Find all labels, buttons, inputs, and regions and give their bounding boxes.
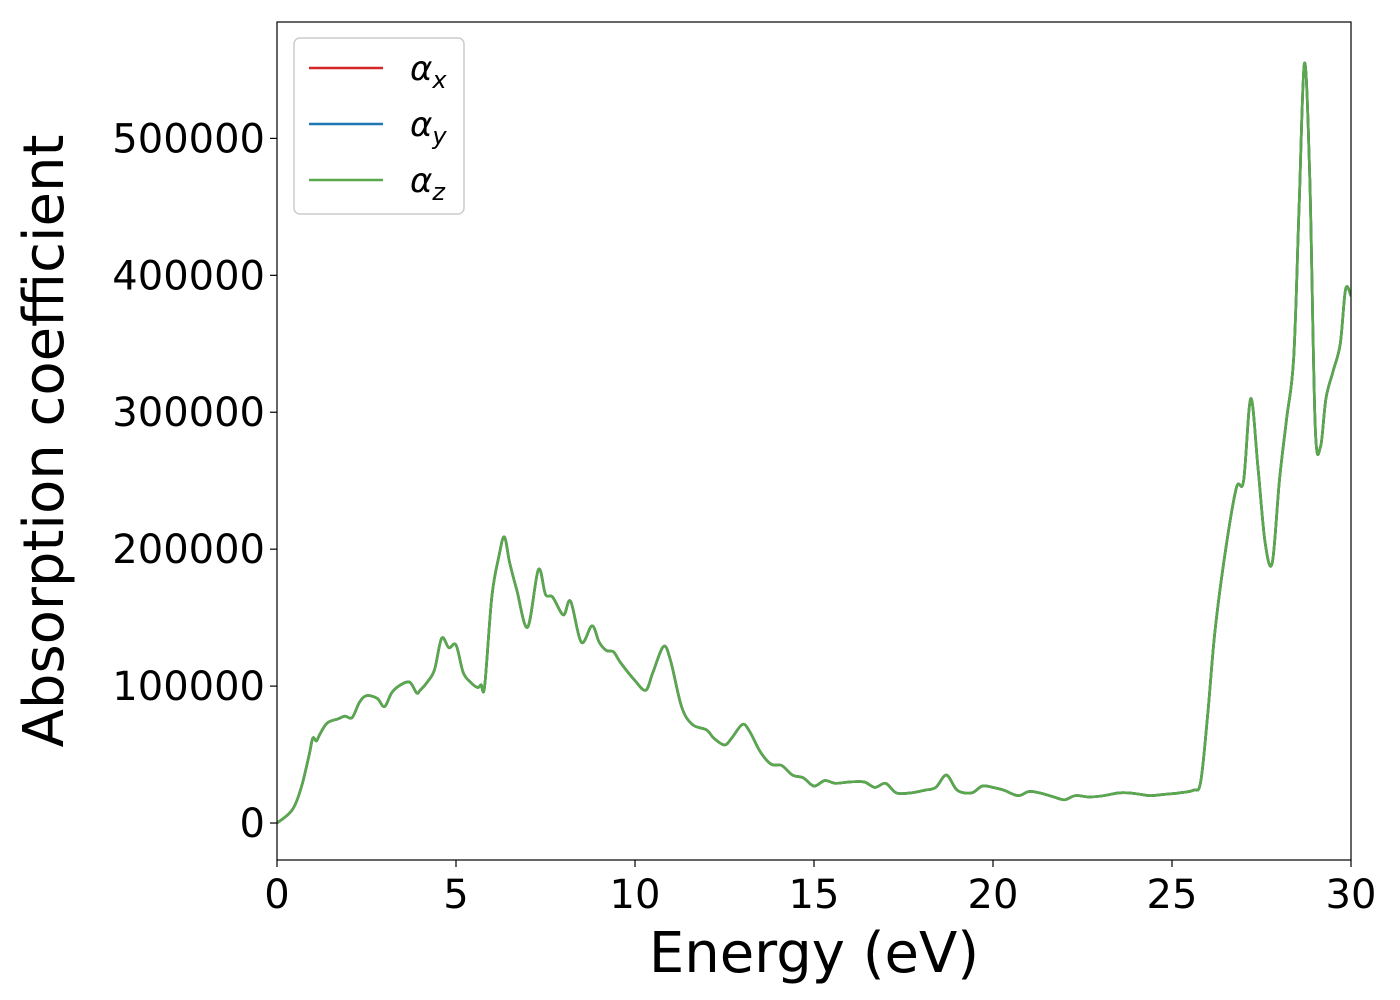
y-tick-label: 400000	[112, 253, 265, 299]
x-tick-label: 20	[968, 872, 1019, 918]
y-axis-label: Absorption coefficient	[12, 135, 77, 748]
legend-box	[293, 37, 465, 215]
legend-label-z: αz	[410, 161, 446, 206]
legend-label-x: αx	[410, 49, 447, 94]
series-layer	[277, 61, 1351, 825]
y-tick-label: 200000	[112, 527, 265, 573]
legend-label-y: αy	[410, 105, 447, 150]
x-tick-label: 25	[1147, 872, 1198, 918]
y-tick-label: 300000	[112, 390, 265, 436]
x-tick-label: 5	[443, 872, 468, 918]
x-tick-label: 10	[610, 872, 661, 918]
y-tick-label: 0	[240, 801, 265, 847]
y-tick-label: 500000	[112, 116, 265, 162]
x-axis-label: Energy (eV)	[649, 921, 979, 986]
series-line-z	[277, 61, 1351, 825]
x-axis: 0 5 10 15 20 25 30	[264, 860, 1376, 918]
x-tick-label: 15	[789, 872, 840, 918]
legend: αx αy αz	[293, 37, 465, 215]
y-tick-label: 100000	[112, 664, 265, 710]
y-axis: 0 100000 200000 300000 400000 500000	[112, 116, 277, 847]
x-tick-label: 30	[1326, 872, 1377, 918]
x-tick-label: 0	[264, 872, 289, 918]
